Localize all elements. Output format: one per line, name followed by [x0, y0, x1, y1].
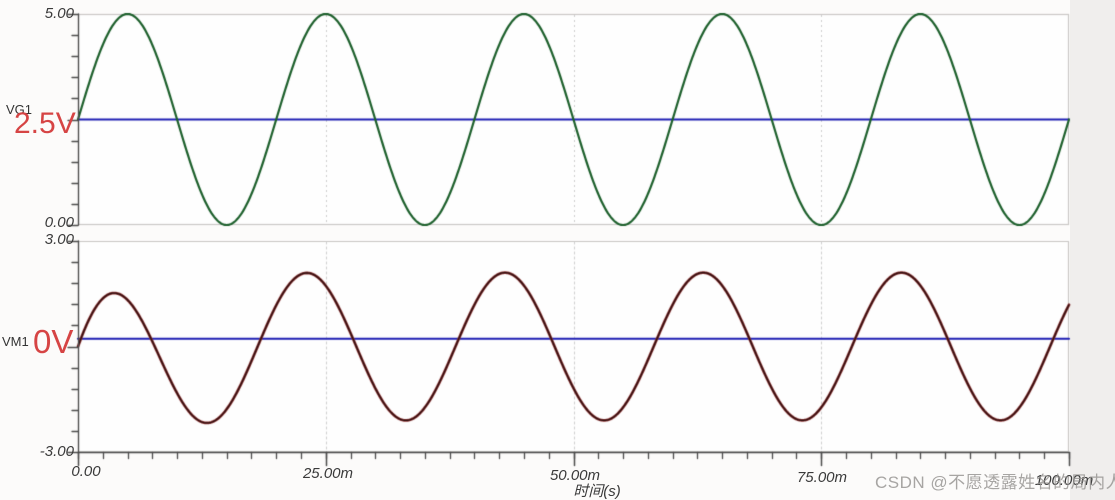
x-tick-label-25ms: 25.00m: [302, 465, 354, 482]
vm1-y-max-label: 3.00: [44, 231, 74, 248]
vg1-y-max-label: 5.00: [44, 5, 74, 22]
vg1-trace-label: VG1: [6, 102, 33, 117]
x-tick-label-50ms: 50.00m: [549, 467, 601, 484]
vm1-dc-level-label: 0V: [33, 323, 74, 360]
vg1-y-min-label: 0.00: [44, 214, 74, 231]
x-axis-title: 时间(s): [573, 483, 621, 500]
csdn-watermark: CSDN @不愿透露姓名的局内人: [875, 473, 1115, 492]
vm1-y-min-label: -3.00: [39, 443, 74, 460]
x-tick-label-100ms: 100.00m: [1034, 472, 1094, 489]
x-tick-label-0ms: 0.00: [71, 463, 101, 480]
vm1-trace-label: VM1: [2, 334, 29, 349]
vg1-dc-level-label: 2.5V: [14, 107, 76, 140]
x-tick-label-75ms: 75.00m: [796, 469, 848, 486]
